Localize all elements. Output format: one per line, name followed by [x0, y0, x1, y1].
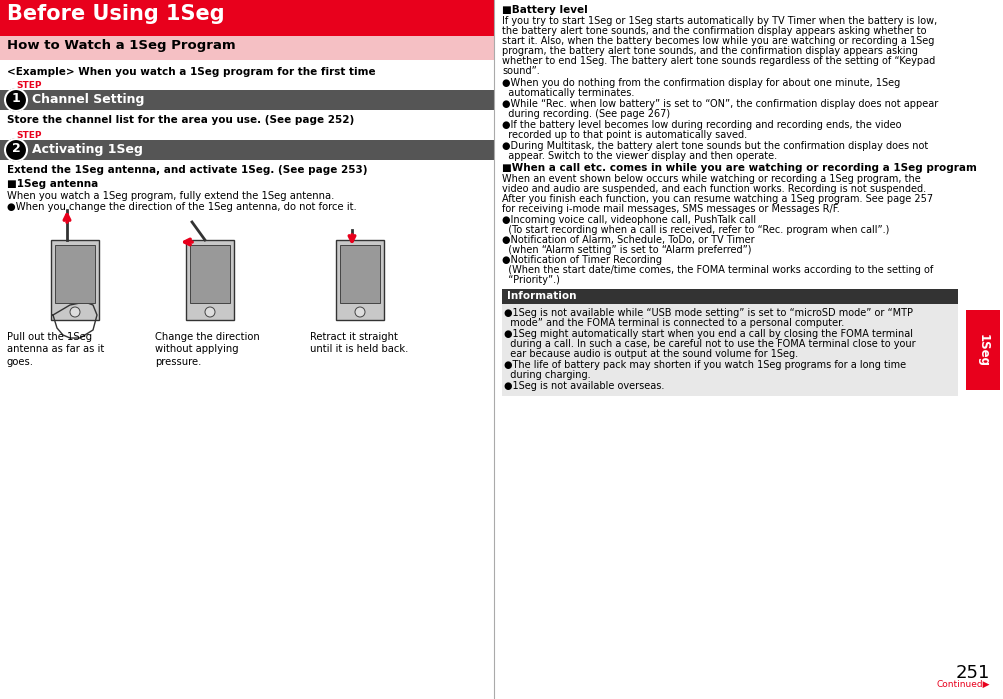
- Text: (To start recording when a call is received, refer to “Rec. program when call”.): (To start recording when a call is recei…: [502, 225, 889, 235]
- Bar: [0, 36, 493, 60]
- Text: ●The life of battery pack may shorten if you watch 1Seg programs for a long time: ●The life of battery pack may shorten if…: [504, 360, 906, 370]
- Text: whether to end 1Seg. The battery alert tone sounds regardless of the setting of : whether to end 1Seg. The battery alert t…: [502, 56, 935, 66]
- Text: video and audio are suspended, and each function works. Recording is not suspend: video and audio are suspended, and each …: [502, 184, 925, 194]
- Text: How to Watch a 1Seg Program: How to Watch a 1Seg Program: [7, 39, 236, 52]
- Text: ●While “Rec. when low battery” is set to “ON”, the confirmation display does not: ●While “Rec. when low battery” is set to…: [502, 99, 938, 109]
- Circle shape: [205, 307, 215, 317]
- Text: mode” and the FOMA terminal is connected to a personal computer.: mode” and the FOMA terminal is connected…: [504, 318, 844, 328]
- Text: If you try to start 1Seg or 1Seg starts automatically by TV Timer when the batte: If you try to start 1Seg or 1Seg starts …: [502, 16, 937, 26]
- Text: “Priority”.): “Priority”.): [502, 275, 560, 285]
- Text: 2: 2: [12, 142, 20, 155]
- Text: (When the start date/time comes, the FOMA terminal works according to the settin: (When the start date/time comes, the FOM…: [502, 265, 933, 275]
- Bar: [0, 90, 493, 110]
- Text: program, the battery alert tone sounds, and the confirmation display appears ask: program, the battery alert tone sounds, …: [502, 46, 917, 56]
- Text: ●Notification of Timer Recording: ●Notification of Timer Recording: [502, 255, 661, 265]
- Bar: [55, 245, 95, 303]
- Text: STEP: STEP: [16, 131, 41, 140]
- Bar: [190, 245, 230, 303]
- Text: Store the channel list for the area you use. (See page 252): Store the channel list for the area you …: [7, 115, 354, 125]
- Text: ●1Seg is not available overseas.: ●1Seg is not available overseas.: [504, 381, 664, 391]
- Text: ●1Seg is not available while “USB mode setting” is set to “microSD mode” or “MTP: ●1Seg is not available while “USB mode s…: [504, 308, 912, 318]
- Text: ●During Multitask, the battery alert tone sounds but the confirmation display do: ●During Multitask, the battery alert ton…: [502, 141, 928, 151]
- Bar: [51, 240, 99, 320]
- Text: ■When a call etc. comes in while you are watching or recording a 1Seg program: ■When a call etc. comes in while you are…: [502, 163, 976, 173]
- Text: during charging.: during charging.: [504, 370, 590, 380]
- Text: the battery alert tone sounds, and the confirmation display appears asking wheth: the battery alert tone sounds, and the c…: [502, 26, 926, 36]
- Text: ●1Seg might automatically start when you end a call by closing the FOMA terminal: ●1Seg might automatically start when you…: [504, 329, 912, 339]
- Text: Before Using 1Seg: Before Using 1Seg: [7, 4, 225, 24]
- Text: Change the direction
without applying
pressure.: Change the direction without applying pr…: [154, 332, 260, 367]
- Bar: [0, 0, 493, 36]
- Text: When an event shown below occurs while watching or recording a 1Seg program, the: When an event shown below occurs while w…: [502, 174, 920, 184]
- Text: 1Seg: 1Seg: [976, 333, 989, 366]
- Text: Information: Information: [507, 291, 576, 301]
- Text: ●Incoming voice call, videophone call, PushTalk call: ●Incoming voice call, videophone call, P…: [502, 215, 755, 225]
- Text: start it. Also, when the battery becomes low while you are watching or recording: start it. Also, when the battery becomes…: [502, 36, 934, 46]
- Text: (when “Alarm setting” is set to “Alarm preferred”): (when “Alarm setting” is set to “Alarm p…: [502, 245, 751, 255]
- Bar: [502, 289, 957, 396]
- Text: ●When you do nothing from the confirmation display for about one minute, 1Seg: ●When you do nothing from the confirmati…: [502, 78, 900, 88]
- Text: during a call. In such a case, be careful not to use the FOMA terminal close to : during a call. In such a case, be carefu…: [504, 339, 915, 349]
- Text: STEP: STEP: [16, 81, 41, 90]
- Bar: [0, 140, 493, 160]
- Text: ■1Seg antenna: ■1Seg antenna: [7, 179, 98, 189]
- Text: Activating 1Seg: Activating 1Seg: [32, 143, 142, 156]
- Text: ●Notification of Alarm, Schedule, ToDo, or TV Timer: ●Notification of Alarm, Schedule, ToDo, …: [502, 235, 754, 245]
- Bar: [186, 240, 234, 320]
- Text: automatically terminates.: automatically terminates.: [502, 88, 634, 98]
- Text: When you watch a 1Seg program, fully extend the 1Seg antenna.: When you watch a 1Seg program, fully ext…: [7, 191, 334, 201]
- Text: 251: 251: [955, 664, 989, 682]
- Text: for receiving i-mode mail messages, SMS messages or Messages R/F.: for receiving i-mode mail messages, SMS …: [502, 204, 839, 214]
- Text: during recording. (See page 267): during recording. (See page 267): [502, 109, 669, 119]
- Text: ■Battery level: ■Battery level: [502, 5, 587, 15]
- Text: Pull out the 1Seg
antenna as far as it
goes.: Pull out the 1Seg antenna as far as it g…: [7, 332, 104, 367]
- Circle shape: [70, 307, 80, 317]
- Text: Continued▶: Continued▶: [936, 680, 989, 689]
- Text: Channel Setting: Channel Setting: [32, 93, 144, 106]
- Text: After you finish each function, you can resume watching a 1Seg program. See page: After you finish each function, you can …: [502, 194, 932, 204]
- Bar: [336, 240, 383, 320]
- Bar: [340, 245, 379, 303]
- Text: Retract it straight
until it is held back.: Retract it straight until it is held bac…: [310, 332, 408, 354]
- Circle shape: [5, 89, 27, 111]
- Text: appear. Switch to the viewer display and then operate.: appear. Switch to the viewer display and…: [502, 151, 776, 161]
- Text: ear because audio is output at the sound volume for 1Seg.: ear because audio is output at the sound…: [504, 349, 797, 359]
- Text: <Example> When you watch a 1Seg program for the first time: <Example> When you watch a 1Seg program …: [7, 67, 375, 77]
- Text: ●If the battery level becomes low during recording and recording ends, the video: ●If the battery level becomes low during…: [502, 120, 901, 130]
- Text: sound”.: sound”.: [502, 66, 540, 76]
- Bar: [965, 310, 999, 390]
- Text: 1: 1: [12, 92, 20, 105]
- Text: Extend the 1Seg antenna, and activate 1Seg. (See page 253): Extend the 1Seg antenna, and activate 1S…: [7, 165, 367, 175]
- Bar: [502, 289, 957, 304]
- Text: recorded up to that point is automatically saved.: recorded up to that point is automatical…: [502, 130, 746, 140]
- Text: ●When you change the direction of the 1Seg antenna, do not force it.: ●When you change the direction of the 1S…: [7, 202, 356, 212]
- Circle shape: [355, 307, 365, 317]
- Circle shape: [5, 139, 27, 161]
